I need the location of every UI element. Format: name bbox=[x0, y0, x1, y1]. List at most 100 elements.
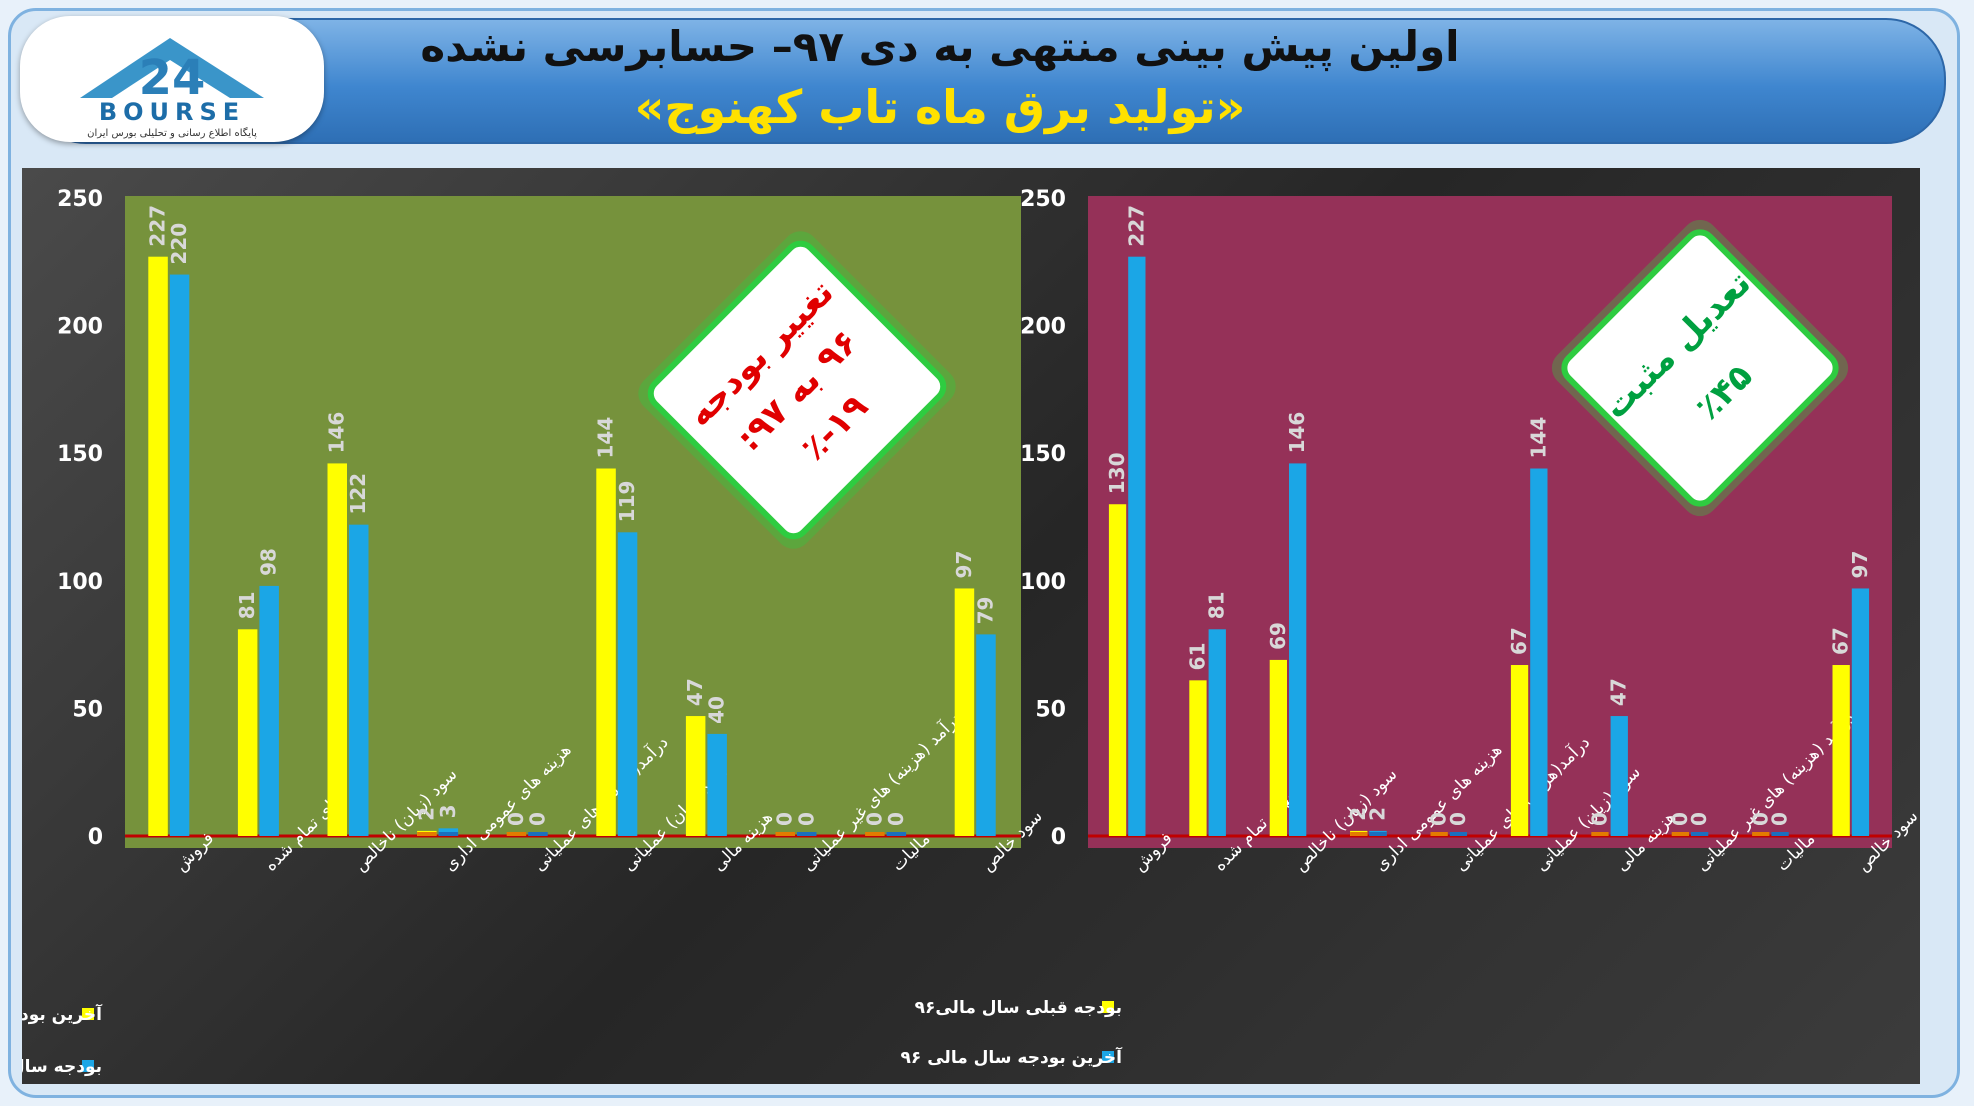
data-label: 0 bbox=[862, 812, 886, 826]
bar-yellow bbox=[327, 463, 347, 836]
bar-blue bbox=[1530, 468, 1548, 836]
bar-yellow bbox=[954, 588, 975, 836]
bar-yellow bbox=[1269, 659, 1287, 836]
data-label: 227 bbox=[1124, 205, 1148, 247]
data-label: 0 bbox=[525, 812, 549, 826]
y-tick-label: 0 bbox=[88, 825, 103, 850]
data-label: 0 bbox=[773, 812, 797, 826]
bar-stub bbox=[1691, 832, 1709, 836]
data-label: 81 bbox=[1205, 591, 1229, 619]
data-label: 40 bbox=[705, 696, 729, 724]
data-label: 0 bbox=[1668, 812, 1692, 826]
data-label: 47 bbox=[683, 678, 707, 706]
bar-blue bbox=[169, 274, 190, 836]
bar-blue bbox=[259, 585, 279, 836]
bar-yellow bbox=[685, 716, 706, 836]
y-tick-label: 150 bbox=[57, 442, 103, 467]
data-label: 0 bbox=[1446, 812, 1470, 826]
logo-roof-inner bbox=[112, 60, 230, 98]
data-label: 119 bbox=[615, 481, 639, 523]
bar-stub bbox=[1752, 832, 1770, 836]
bar-stub bbox=[1771, 832, 1789, 836]
bar-yellow bbox=[1832, 665, 1850, 836]
data-label: 67 bbox=[1507, 627, 1531, 655]
bar-stub bbox=[886, 832, 907, 836]
y-tick-label: 50 bbox=[72, 697, 103, 722]
bar-blue bbox=[976, 634, 996, 836]
bar-blue bbox=[617, 532, 638, 836]
logo-graphic: 24 BOURSE پایگاه اطلاع رسانی و تحلیلی بو… bbox=[80, 38, 264, 139]
data-label: 144 bbox=[594, 417, 618, 459]
data-label: 3 bbox=[436, 804, 460, 818]
bar-stub bbox=[438, 832, 459, 836]
charts-panel: 0 50 100 150 200 250 227 220 فروش 81 98 بهای تمام ش… bbox=[0, 168, 1922, 1084]
y-tick-label: 100 bbox=[57, 570, 103, 595]
logo-tagline: پایگاه اطلاع رسانی و تحلیلی بورس ایران bbox=[87, 127, 257, 139]
data-label: 79 bbox=[973, 597, 997, 625]
bar-blue bbox=[1610, 716, 1628, 836]
y-tick-label: 50 bbox=[1035, 697, 1066, 722]
y-tick-label: 100 bbox=[1020, 570, 1066, 595]
legend-swatch bbox=[1102, 1051, 1114, 1063]
y-tick-label: 250 bbox=[57, 187, 103, 212]
badge-positive-adjustment: تعدیل مثبت٪۴۵ bbox=[1551, 219, 1849, 517]
y-tick-label: 250 bbox=[1020, 187, 1066, 212]
data-label: 144 bbox=[1526, 417, 1550, 459]
data-label: 97 bbox=[1848, 551, 1872, 579]
data-label: 69 bbox=[1266, 622, 1290, 650]
data-label: 130 bbox=[1105, 452, 1129, 494]
bar-yellow bbox=[596, 468, 616, 836]
bar-stub bbox=[775, 832, 795, 836]
bar-yellow bbox=[1510, 665, 1529, 836]
bar-stub bbox=[797, 832, 817, 836]
data-label: 81 bbox=[235, 591, 259, 619]
bar-yellow bbox=[1189, 680, 1207, 836]
legend-label: بودجه سال مالی ۹۷ bbox=[22, 1057, 102, 1077]
data-label: 0 bbox=[794, 812, 818, 826]
bar-stub bbox=[506, 832, 527, 836]
data-label: 2 bbox=[414, 807, 438, 821]
legend-label: بودجه قبلی سال مالی۹۶ bbox=[915, 998, 1122, 1018]
bar-blue bbox=[1128, 256, 1146, 836]
page-subtitle: «تولید برق ماه تاب کهنوج» bbox=[634, 80, 1246, 134]
logo-brand: BOURSE bbox=[99, 98, 245, 126]
bar-yellow bbox=[237, 629, 258, 836]
bar-yellow bbox=[1108, 504, 1127, 836]
data-label: 0 bbox=[504, 812, 528, 826]
bar-yellow bbox=[148, 256, 168, 836]
header-banner bbox=[26, 18, 1946, 144]
bar-blue bbox=[1208, 629, 1226, 836]
data-label: 0 bbox=[1427, 812, 1451, 826]
data-label: 0 bbox=[1687, 812, 1711, 826]
data-label: 146 bbox=[325, 412, 349, 454]
bar-stub bbox=[528, 832, 548, 836]
data-label: 0 bbox=[1587, 812, 1611, 826]
data-label: 0 bbox=[884, 812, 908, 826]
legend-swatch bbox=[82, 1008, 94, 1020]
bar-blue bbox=[1289, 463, 1307, 836]
bar-stub bbox=[1449, 832, 1468, 836]
data-label: 97 bbox=[952, 551, 976, 579]
data-label: 0 bbox=[1768, 812, 1792, 826]
y-tick-label: 200 bbox=[57, 315, 103, 340]
data-label: 61 bbox=[1185, 642, 1209, 670]
data-label: 2 bbox=[1346, 807, 1370, 821]
bar-blue bbox=[1851, 588, 1870, 836]
legend-label: آخرین بودجه سال مالی ۹۶ bbox=[901, 1046, 1124, 1068]
page-title: اولین پیش بینی منتهی به دی ۹۷– حسابرسی ن… bbox=[420, 22, 1460, 71]
bar-stub bbox=[1430, 832, 1448, 836]
data-label: 47 bbox=[1607, 678, 1631, 706]
bar-stub bbox=[1350, 832, 1368, 836]
logo: 24 BOURSE پایگاه اطلاع رسانی و تحلیلی بو… bbox=[20, 16, 324, 142]
badge-box bbox=[647, 240, 947, 540]
data-label: 122 bbox=[346, 473, 370, 515]
badge-box bbox=[1561, 229, 1839, 507]
data-label: 98 bbox=[257, 548, 281, 576]
data-label: 220 bbox=[167, 223, 191, 265]
bar-stub bbox=[417, 832, 437, 836]
y-tick-label: 150 bbox=[1020, 442, 1066, 467]
legend-swatch bbox=[82, 1060, 94, 1072]
data-label: 0 bbox=[1748, 812, 1772, 826]
